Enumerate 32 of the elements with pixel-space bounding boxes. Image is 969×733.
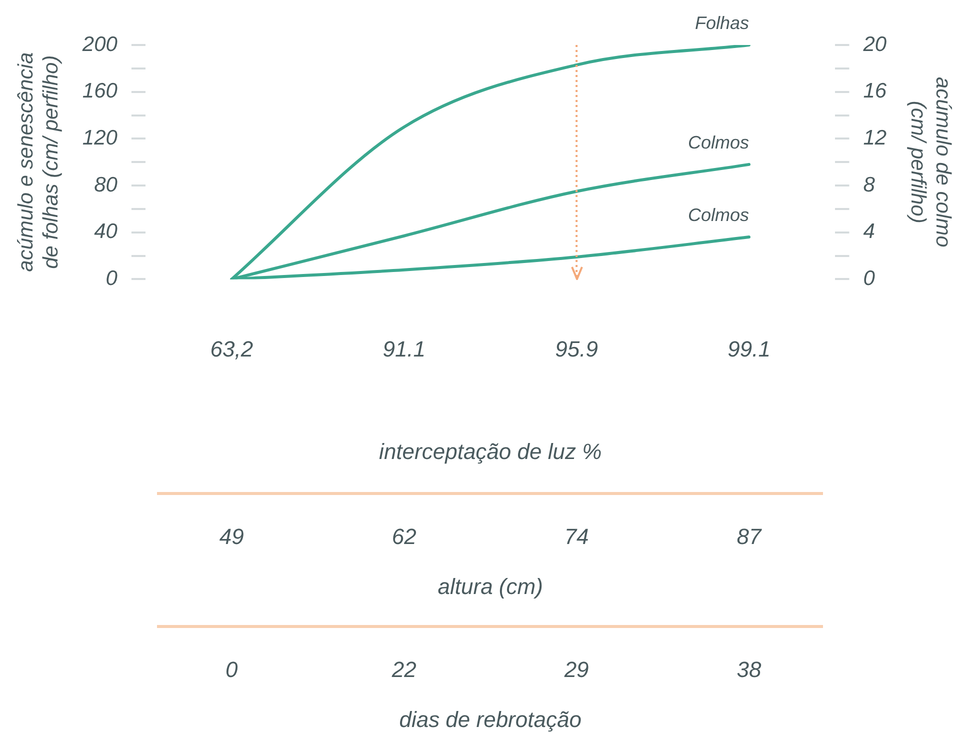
x-axis-title: interceptação de luz % [379, 438, 602, 464]
series-label: Folhas [694, 13, 750, 33]
y-tick-label: 80 [94, 173, 118, 196]
y2-tick-label: 20 [862, 32, 887, 56]
y-axis-title: acúmulo e senescência de folhas (cm/ perfilho) [14, 52, 63, 272]
y2-tick-label: 12 [863, 126, 887, 150]
series-label: Colmos [688, 132, 750, 152]
y-tick-label: 160 [82, 80, 118, 103]
text: 62 [392, 524, 416, 550]
y2-tick-label: 8 [863, 173, 876, 196]
y2-tick-label: 4 [863, 220, 875, 244]
text: 87 [736, 524, 762, 550]
y-tick-label: 0 [106, 267, 118, 290]
text: 0 [226, 657, 238, 683]
series-label: Colmos [688, 205, 750, 226]
text: dias de rebrotação [399, 707, 582, 733]
x-tick-label: 63,2 [210, 336, 254, 362]
x-tick-label: 91.1 [382, 336, 426, 362]
y2-tick-label: 0 [863, 267, 876, 290]
text: 49 [219, 524, 244, 550]
text: altura (cm) [438, 574, 543, 600]
x-tick-label: 99.1 [728, 336, 770, 362]
y-tick-label: 120 [82, 126, 118, 150]
text: 29 [564, 657, 589, 683]
text: 74 [564, 524, 589, 550]
y-tick-label: 40 [94, 220, 118, 244]
text: 38 [736, 657, 762, 683]
y-tick-label: 200 [81, 32, 118, 56]
y2-tick-label: 16 [863, 80, 887, 103]
y2-axis-title: acúmulo de colmo (cm/ perfilho) [906, 76, 955, 248]
text: 22 [392, 657, 416, 683]
x-tick-label: 95.9 [555, 336, 598, 362]
